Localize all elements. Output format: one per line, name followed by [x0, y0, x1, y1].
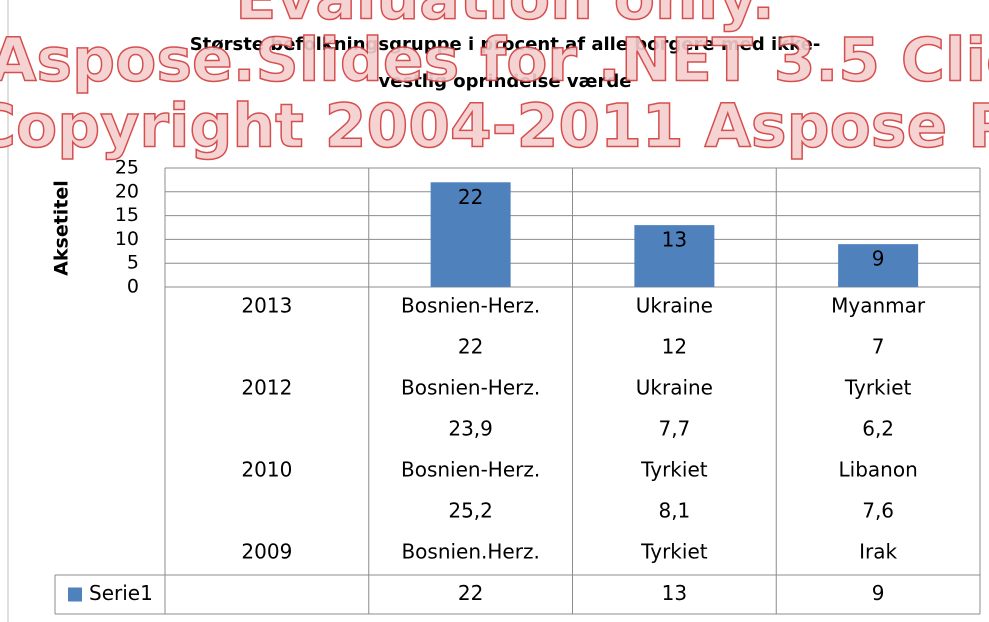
table-value: 13: [662, 581, 687, 605]
category-label: 2010: [241, 458, 292, 482]
category-label: Bosnien-Herz.: [401, 376, 540, 400]
legend-label: Serie1: [89, 581, 153, 605]
category-label: 25,2: [448, 499, 493, 523]
chart-title: Største befolkningsgruppe i procent af a…: [190, 34, 821, 55]
category-label: 2009: [241, 540, 292, 564]
category-label: Libanon: [839, 458, 918, 482]
y-tick-label: 25: [115, 157, 139, 179]
y-tick-label: 15: [115, 204, 139, 226]
category-label: 7,6: [862, 499, 894, 523]
data-label: 9: [872, 247, 885, 271]
category-label: Myanmar: [831, 294, 926, 318]
bar: [634, 225, 715, 287]
category-label: 2012: [241, 376, 292, 400]
category-label: 2013: [241, 294, 292, 318]
category-label: Bosnien-Herz.: [401, 294, 540, 318]
category-label: 7,7: [658, 417, 690, 441]
bar: [838, 244, 919, 287]
bar: [430, 182, 511, 287]
category-label: 8,1: [658, 499, 690, 523]
category-label: 22: [458, 335, 483, 359]
y-tick-label: 10: [115, 228, 139, 250]
watermark: Copyright 2004-2011 Aspose Pty Ltd.: [0, 92, 989, 162]
category-label: Tyrkiet: [640, 458, 708, 482]
category-label: 6,2: [862, 417, 894, 441]
category-label: Ukraine: [636, 376, 713, 400]
category-label: Ukraine: [636, 294, 713, 318]
y-tick-label: 20: [115, 180, 139, 202]
category-label: Tyrkiet: [640, 540, 708, 564]
table-value: 22: [458, 581, 483, 605]
data-label: 22: [458, 185, 483, 209]
watermark: Evaluation only.: [235, 0, 774, 34]
y-tick-label: 5: [127, 252, 139, 274]
table-value: 9: [872, 581, 885, 605]
data-label: 13: [662, 228, 687, 252]
category-label: 7: [872, 335, 885, 359]
y-axis-title: Aksetitel: [51, 180, 73, 276]
category-label: Irak: [859, 540, 897, 564]
y-tick-label: 0: [127, 276, 139, 298]
legend-swatch: [68, 587, 82, 602]
category-label: 23,9: [448, 417, 493, 441]
watermark: Aspose.Slides for .NET 3.5 Client Profil…: [0, 26, 989, 96]
category-label: 12: [662, 335, 687, 359]
category-label: Tyrkiet: [844, 376, 912, 400]
chart-title: vestlig oprindelse værde: [379, 71, 632, 92]
category-label: Bosnien-Herz.: [401, 458, 540, 482]
category-label: Bosnien.Herz.: [401, 540, 539, 564]
